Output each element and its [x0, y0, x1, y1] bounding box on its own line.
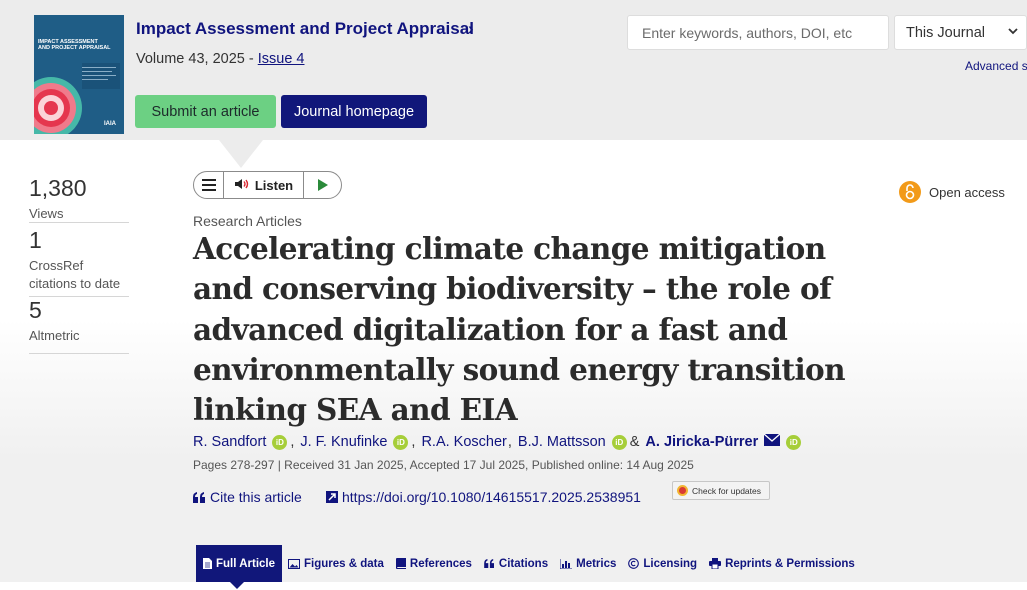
- print-icon: [709, 558, 722, 569]
- issue-link[interactable]: Issue 4: [257, 51, 305, 67]
- check-for-updates-button[interactable]: Check for updates: [672, 481, 770, 500]
- open-access-badge: Open access: [899, 181, 1005, 203]
- views-label: Views: [29, 206, 64, 221]
- article-type: Research Articles: [193, 213, 302, 229]
- search-scope-select[interactable]: This Journal: [894, 15, 1027, 50]
- crossmark-icon: [677, 485, 688, 496]
- author-link[interactable]: R.A. Koscher: [421, 434, 507, 450]
- cover-logo: IAIA: [104, 121, 116, 127]
- tab-metrics[interactable]: Metrics: [554, 545, 622, 582]
- crossref-label: CrossRef: [29, 258, 84, 273]
- orcid-icon[interactable]: iD: [611, 434, 627, 450]
- play-button[interactable]: [304, 172, 341, 198]
- submit-article-button[interactable]: Submit an article: [135, 95, 276, 128]
- cover-title: IMPACT ASSESSMENT AND PROJECT APPRAISAL: [38, 39, 111, 51]
- listen-button[interactable]: Listen: [224, 172, 304, 198]
- crossref-sublabel: citations to date: [29, 276, 121, 291]
- journal-homepage-button[interactable]: Journal homepage: [281, 95, 427, 128]
- external-link-icon: [326, 491, 338, 503]
- chevron-down-icon: [1007, 25, 1019, 40]
- tab-figures-data[interactable]: Figures & data: [282, 545, 390, 582]
- volume-info: Volume 43, 2025 - Issue 4: [136, 51, 305, 67]
- book-icon: [395, 558, 406, 569]
- tab-reprints-permissions[interactable]: Reprints & Permissions: [703, 545, 861, 582]
- chevron-right-icon: ›: [468, 19, 474, 38]
- doi-link[interactable]: https://doi.org/10.1080/14615517.2025.25…: [326, 489, 641, 505]
- article-main: [0, 140, 1027, 590]
- divider: [29, 353, 129, 354]
- active-tab-pointer: [230, 582, 244, 589]
- document-icon: [203, 558, 212, 569]
- quote-icon: [193, 491, 205, 503]
- author-link[interactable]: J. F. Knufinke: [300, 434, 388, 450]
- tab-references[interactable]: References: [390, 545, 478, 582]
- bar-chart-icon: [560, 558, 573, 569]
- crossref-count[interactable]: 1: [29, 227, 42, 253]
- author-link[interactable]: B.J. Mattsson: [517, 434, 606, 450]
- copyright-icon: [628, 558, 640, 569]
- orcid-icon[interactable]: iD: [393, 434, 409, 450]
- content-band: [0, 582, 1027, 590]
- tab-full-article[interactable]: Full Article: [196, 545, 282, 582]
- header-pointer: [219, 140, 263, 168]
- publication-info: Pages 278-297 | Received 31 Jan 2025, Ac…: [193, 458, 694, 472]
- search-input[interactable]: Enter keywords, authors, DOI, etc: [627, 15, 889, 50]
- listen-player: Listen: [193, 171, 342, 199]
- divider: [29, 222, 129, 223]
- author-list: R. Sandfort iD , J. F. Knufinke iD , R.A…: [193, 433, 803, 450]
- tab-licensing[interactable]: Licensing: [622, 545, 703, 582]
- article-tabs: Full Article Figures & data References C…: [196, 545, 861, 582]
- quote-icon: [484, 559, 494, 568]
- open-access-icon: [899, 181, 921, 203]
- tab-citations[interactable]: Citations: [478, 545, 554, 582]
- orcid-icon[interactable]: iD: [272, 434, 288, 450]
- altmetric-label: Altmetric: [29, 328, 80, 343]
- divider: [29, 296, 129, 297]
- journal-cover-image[interactable]: IMPACT ASSESSMENT AND PROJECT APPRAISAL …: [34, 15, 124, 134]
- envelope-icon[interactable]: [763, 433, 781, 450]
- author-link[interactable]: R. Sandfort: [193, 434, 267, 450]
- cite-article-link[interactable]: Cite this article: [193, 489, 302, 505]
- journal-header: IMPACT ASSESSMENT AND PROJECT APPRAISAL …: [0, 0, 1027, 140]
- advanced-search-link[interactable]: Advanced s: [965, 59, 1027, 73]
- hamburger-menu-icon[interactable]: [194, 172, 224, 198]
- author-link[interactable]: A. Jiricka-Pürrer: [645, 434, 759, 450]
- speaker-icon: [234, 178, 250, 193]
- play-icon: [317, 179, 328, 191]
- altmetric-count[interactable]: 5: [29, 297, 42, 323]
- article-title: Accelerating climate change mitigation a…: [193, 231, 846, 428]
- views-count: 1,380: [29, 175, 87, 201]
- image-icon: [288, 558, 300, 569]
- journal-title-link[interactable]: Impact Assessment and Project Appraisal: [136, 19, 474, 38]
- orcid-icon[interactable]: iD: [786, 434, 802, 450]
